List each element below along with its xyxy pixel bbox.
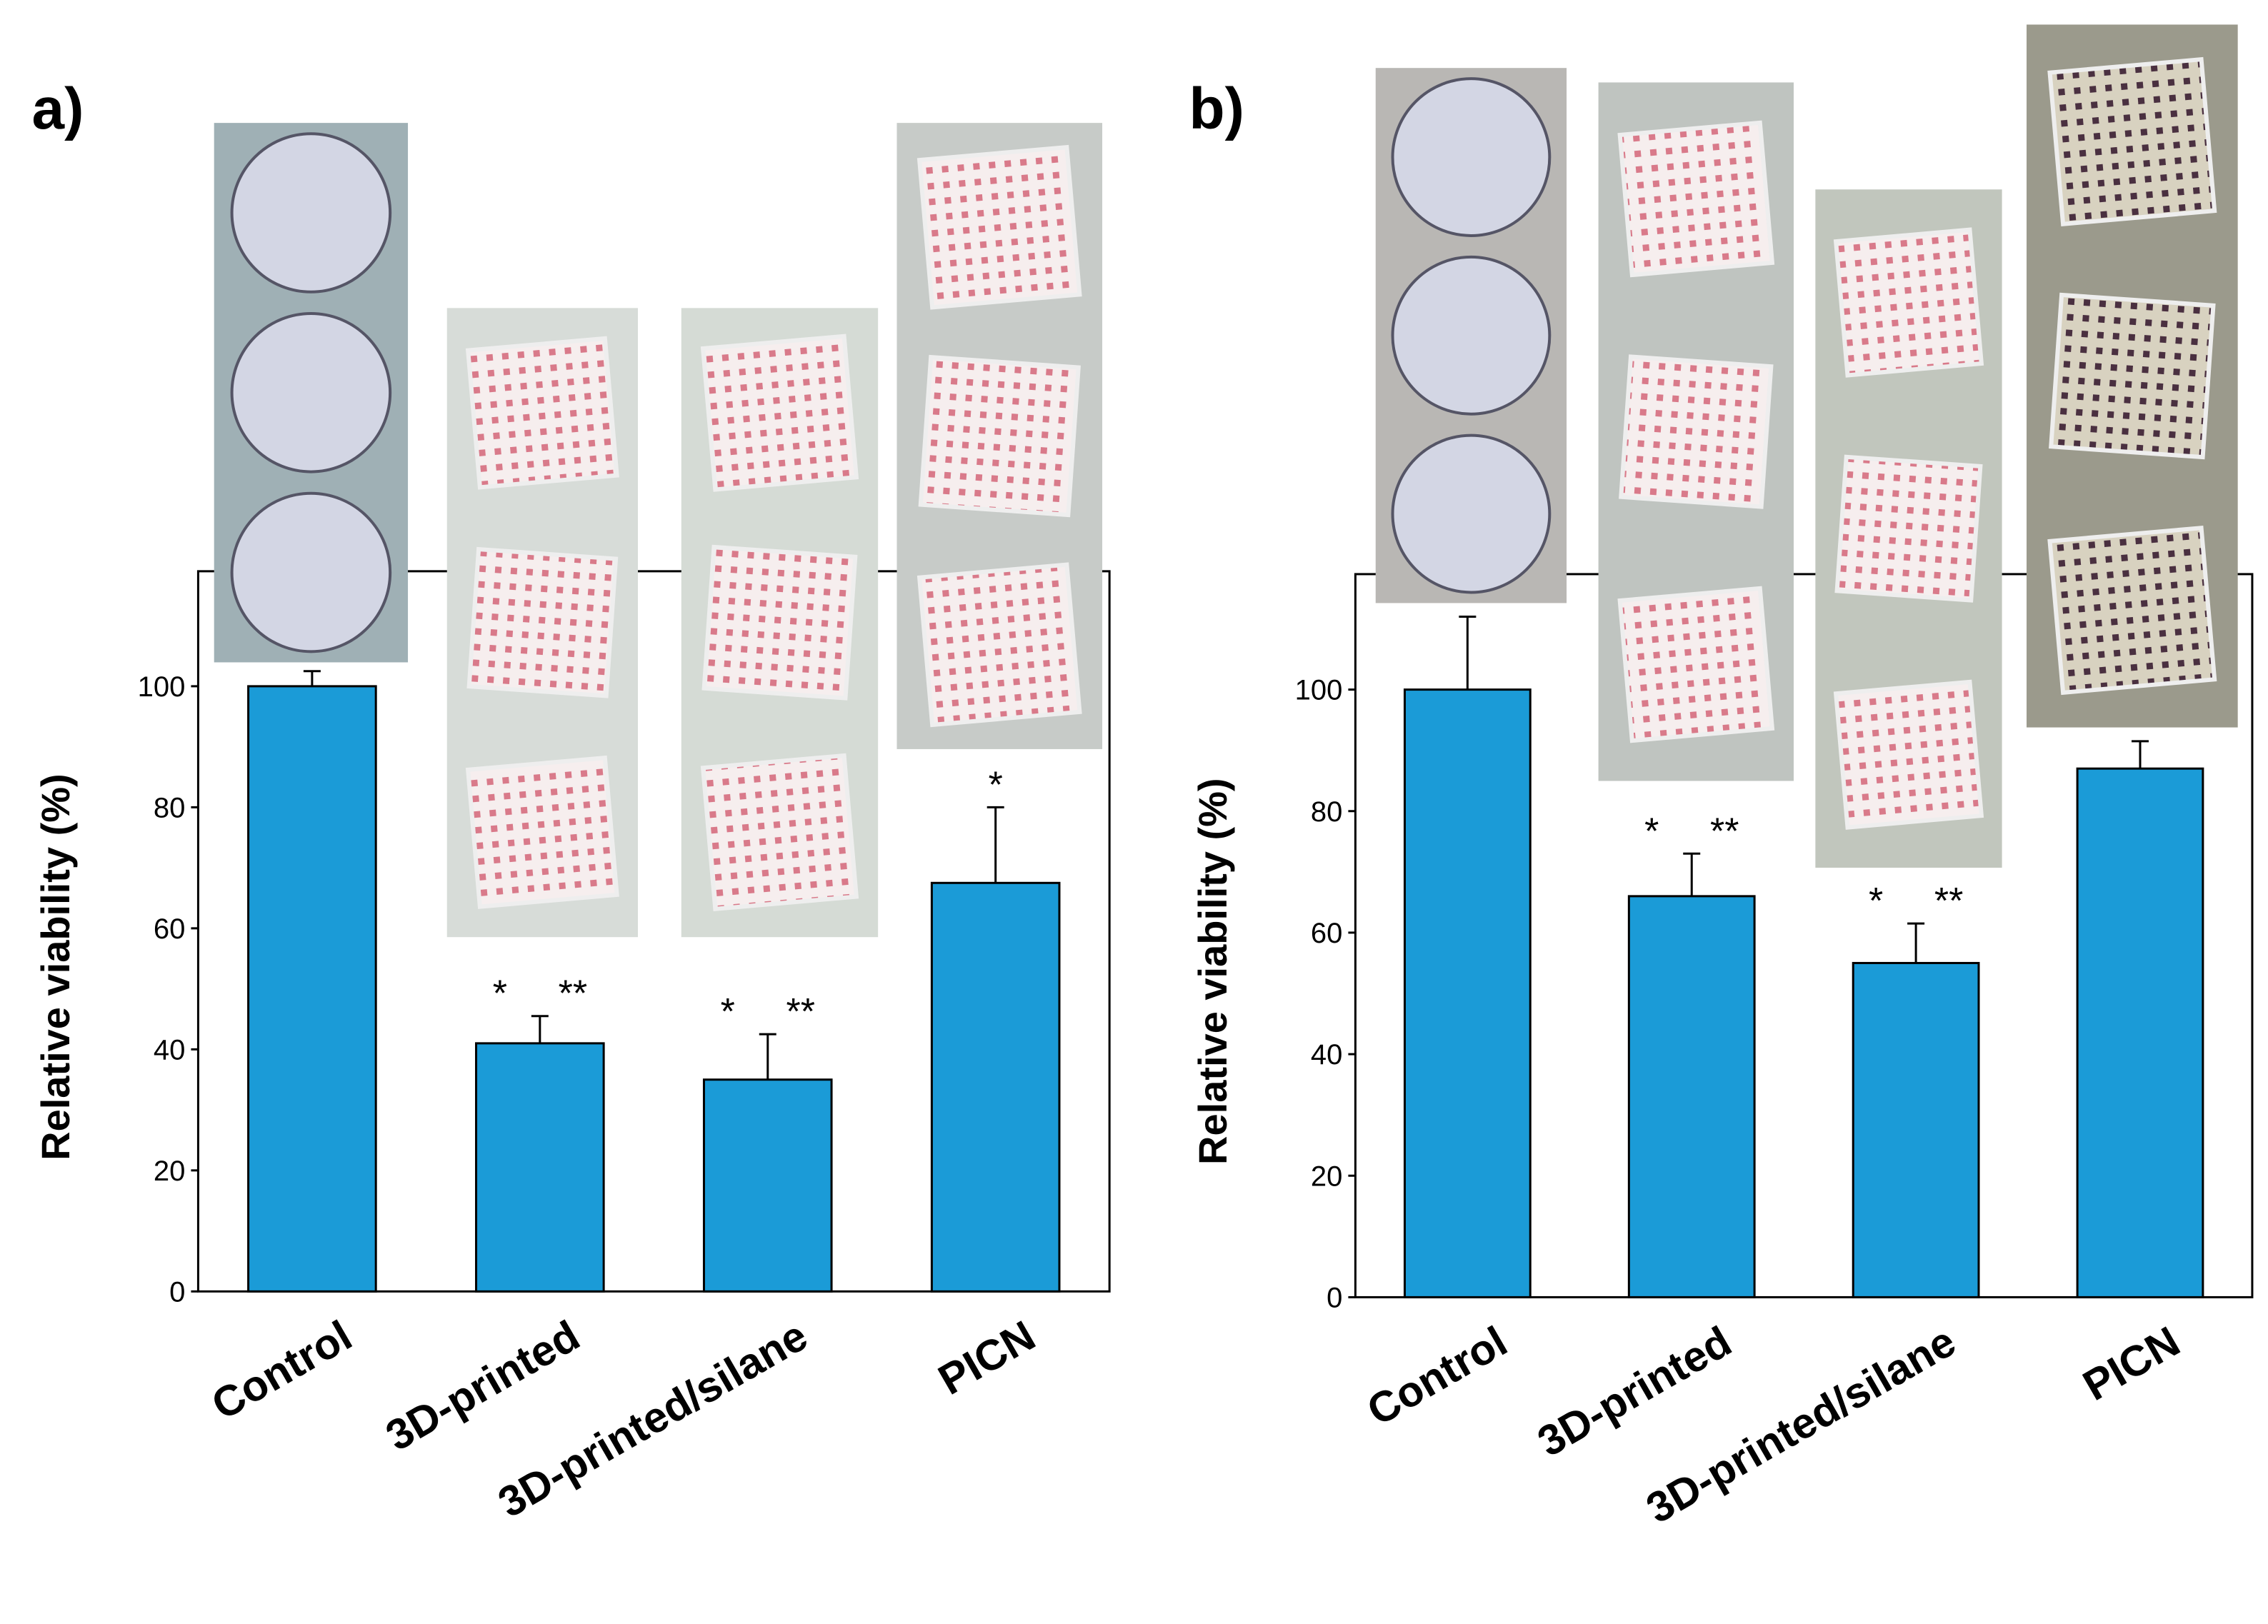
sample-photo-scaffold: [2049, 292, 2216, 460]
sample-photo-scaffold: [2047, 525, 2217, 696]
bar: [930, 881, 1061, 1293]
sample-photo-well: [1391, 77, 1552, 237]
x-tick-label: PICN: [2075, 1317, 2188, 1410]
sample-photo-scaffold: [1619, 354, 1774, 509]
significance-mark: *: [989, 764, 1003, 806]
y-axis-label: Relative viability (%): [1190, 778, 1235, 1165]
y-tick-label: 80: [154, 792, 186, 823]
sample-photo-scaffold: [700, 334, 859, 492]
bar: [1627, 895, 1756, 1298]
y-tick-label: 40: [1311, 1039, 1343, 1071]
x-tick-label: 3D-printed: [378, 1311, 587, 1460]
significance-mark: *: [1644, 811, 1659, 852]
sample-photo-well: [1391, 255, 1552, 416]
sample-photo-scaffold: [1834, 454, 1983, 603]
sample-photo-scaffold: [1833, 679, 1984, 830]
bar: [475, 1042, 605, 1293]
sample-photo-scaffold: [465, 336, 619, 490]
bar: [2076, 767, 2204, 1298]
y-tick-label: 100: [1295, 675, 1343, 706]
sample-photo-scaffold: [916, 562, 1082, 728]
y-tick-label: 0: [169, 1276, 185, 1308]
bar: [702, 1078, 833, 1293]
sample-photo-scaffold: [1617, 120, 1775, 278]
y-tick-label: 60: [154, 913, 186, 945]
sample-photo-scaffold: [918, 354, 1081, 518]
sample-photo-scaffold: [700, 753, 859, 912]
significance-mark: *: [1869, 881, 1883, 922]
sample-photo-scaffold: [916, 144, 1082, 310]
sample-photo-scaffold: [465, 755, 619, 909]
y-tick-label: 100: [138, 671, 186, 703]
bar: [1852, 961, 1980, 1298]
sample-photo-scaffold: [1833, 227, 1984, 378]
sample-photo-well: [230, 312, 392, 473]
bar: [1403, 688, 1532, 1298]
x-tick-label: Control: [204, 1311, 359, 1429]
significance-mark: **: [559, 973, 587, 1015]
sample-photo-scaffold: [1617, 586, 1775, 743]
y-tick-label: 0: [1327, 1282, 1342, 1313]
bar: [247, 685, 377, 1293]
sample-photo-well: [230, 132, 392, 294]
sample-photo-well: [1391, 433, 1552, 594]
sample-photo-scaffold: [466, 546, 619, 698]
y-tick-label: 20: [1311, 1161, 1343, 1192]
plot-frame: [196, 570, 1111, 1293]
x-tick-label: Control: [1359, 1317, 1515, 1435]
x-tick-label: PICN: [931, 1311, 1044, 1404]
plot-frame: [1354, 573, 2254, 1298]
panel-label: b): [1189, 76, 1244, 141]
x-tick-label: 3D-printed: [1529, 1317, 1739, 1465]
significance-mark: *: [721, 991, 735, 1033]
sample-photo-well: [230, 491, 392, 653]
panel-label: a): [32, 76, 84, 141]
y-tick-label: 40: [154, 1034, 186, 1066]
significance-mark: **: [786, 991, 815, 1033]
y-tick-label: 60: [1311, 918, 1343, 949]
y-tick-label: 80: [1311, 796, 1343, 828]
y-axis-label: Relative viability (%): [33, 773, 78, 1161]
significance-mark: *: [493, 973, 507, 1015]
sample-photo-scaffold: [2047, 56, 2217, 227]
y-tick-label: 20: [154, 1156, 186, 1187]
sample-photo-scaffold: [701, 544, 858, 701]
significance-mark: **: [1710, 811, 1739, 852]
significance-mark: **: [1934, 881, 1963, 922]
